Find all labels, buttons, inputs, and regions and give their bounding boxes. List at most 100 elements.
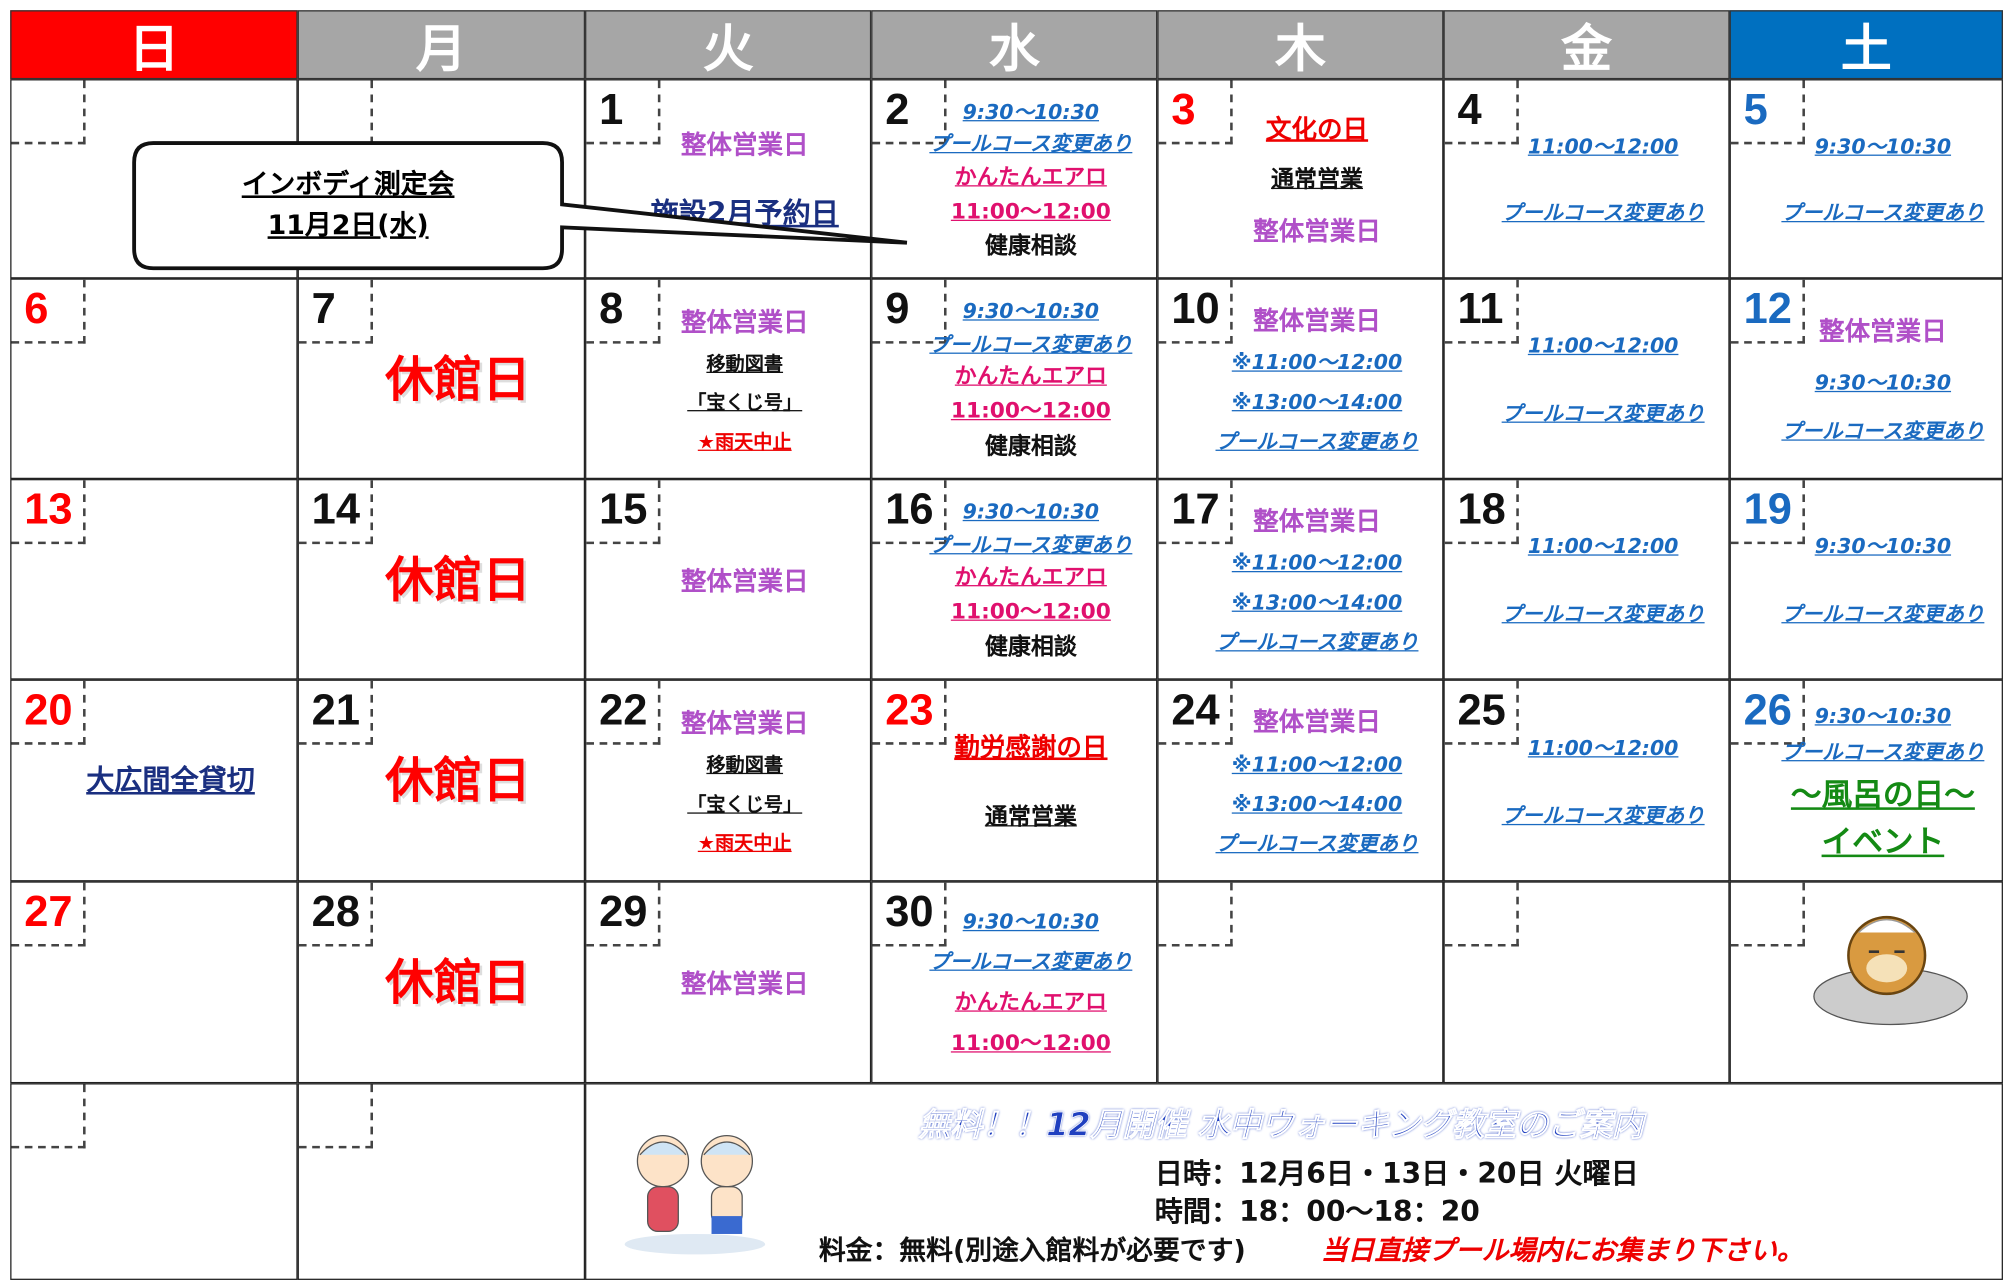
date-corner: [872, 882, 947, 947]
tanuki-illustration: [1813, 915, 1968, 1026]
event-list: 休館日: [337, 290, 578, 470]
day-cell: 24 整体営業日 ※11:00～12:00 ※13:00～14:00 プールコース変更あ…: [1157, 679, 1444, 882]
day-cell: 30 9:30～10:30 プールコース変更あり かんたんエアロ 11:00～12:00: [871, 881, 1158, 1084]
date-corner: [1730, 80, 1805, 145]
event: 11:00～12:00: [950, 1031, 1111, 1057]
day-cell: 21 休館日: [297, 679, 586, 882]
notice-time: 時間：18：00～18：20: [1154, 1196, 1480, 1229]
day-header: 日: [10, 10, 298, 80]
event: ※11:00～12:00: [1231, 752, 1403, 777]
date-number: 22: [599, 685, 648, 735]
event: 9:30～10:30: [962, 499, 1100, 524]
event: 「宝くじ号」: [687, 792, 803, 816]
event: 9:30～10:30: [1814, 134, 1952, 159]
day-cell: 29 整体営業日: [585, 881, 872, 1084]
date-corner: [1730, 480, 1805, 545]
event: プールコース変更あり: [1501, 803, 1705, 828]
event: 健康相談: [984, 433, 1077, 460]
date-corner: [1158, 279, 1233, 344]
date-number: 21: [311, 685, 361, 735]
event: 通常営業: [984, 803, 1077, 831]
event: 文化の日: [1265, 113, 1369, 145]
notice-title: 無料！！12月開催 水中ウォーキング教室のご案内: [918, 1106, 1644, 1144]
notice-fee: 料金：無料(別途入館料が必要です): [818, 1235, 1246, 1266]
callout-shape: [132, 141, 908, 271]
event: 整体営業日: [1253, 706, 1381, 738]
date-number: 28: [311, 887, 361, 937]
date-number: 12: [1743, 284, 1792, 334]
date-corner: [11, 680, 86, 745]
event-list: 整体営業日 移動図書 「宝くじ号」 ★雨天中止: [625, 290, 865, 470]
day-cell: 27: [10, 881, 298, 1084]
event: 9:30～10:30: [1814, 703, 1952, 728]
event: ～風呂の日～: [1790, 776, 1975, 812]
event: かんたんエアロ: [954, 164, 1107, 191]
date-corner: [872, 279, 947, 344]
date-corner: [1444, 480, 1519, 545]
day-cell: [1443, 881, 1730, 1084]
event-list: 11:00～12:00 プールコース変更あり: [1483, 691, 1723, 872]
day-cell: 7 休館日: [297, 278, 586, 480]
date-corner: [1730, 882, 1805, 947]
event: プールコース変更あり: [1215, 831, 1419, 856]
date-corner: [586, 80, 661, 145]
event-list: 整体営業日 ※11:00～12:00 ※13:00～14:00 プールコース変更あり: [1197, 290, 1437, 470]
event: 11:00～12:00: [950, 599, 1111, 625]
date-number: 16: [885, 485, 934, 534]
day-cell: 20 大広間全貸切: [10, 679, 298, 882]
event: プールコース変更あり: [929, 532, 1133, 557]
day-cell: 18 11:00～12:00 プールコース変更あり: [1443, 479, 1730, 680]
event: 休館日: [385, 551, 531, 608]
date-corner: [1158, 480, 1233, 545]
event-list: 整体営業日 ※11:00～12:00 ※13:00～14:00 プールコース変更あり: [1197, 691, 1437, 872]
event: 健康相談: [984, 633, 1077, 661]
event: プールコース変更あり: [1781, 201, 1985, 226]
event: 整体営業日: [1253, 506, 1381, 537]
event: イベント: [1821, 823, 1945, 860]
event-list: 9:30～10:30 プールコース変更あり かんたんエアロ 11:00～12:00 健康…: [911, 91, 1151, 270]
event: プールコース変更あり: [1781, 739, 1985, 765]
date-number: 14: [311, 485, 361, 534]
day-cell: 17 整体営業日 ※11:00～12:00 ※13:00～14:00 プールコース変更あ…: [1157, 479, 1444, 680]
day-cell: 26 9:30～10:30 プールコース変更あり ～風呂の日～ イベント: [1729, 679, 2003, 882]
event: ※13:00～14:00: [1231, 389, 1403, 415]
event-list: 整体営業日 移動図書 「宝くじ号」 ★雨天中止: [625, 691, 865, 872]
date-corner: [586, 882, 661, 947]
event: 整体営業日: [680, 968, 809, 999]
event: 11:00～12:00: [1527, 134, 1679, 159]
day-cell: 16 9:30～10:30 プールコース変更あり かんたんエアロ 11:00～12:00…: [871, 479, 1158, 680]
event: 11:00～12:00: [1527, 333, 1679, 359]
event: 9:30～10:30: [962, 909, 1100, 934]
date-number: 8: [599, 284, 624, 334]
event-list: 整体営業日: [625, 491, 865, 671]
event-list: 文化の日 通常営業 整体営業日: [1197, 91, 1437, 270]
event: 大広間全貸切: [86, 765, 255, 797]
event-list: [50, 491, 291, 671]
event: プールコース変更あり: [929, 331, 1133, 357]
empty-cell: [297, 1083, 586, 1280]
day-cell: 23 勤労感謝の日 通常営業: [871, 679, 1158, 882]
date-corner: [1730, 680, 1805, 745]
date-corner: [298, 480, 374, 545]
date-number: 24: [1171, 685, 1220, 735]
date-corner: [298, 1084, 374, 1149]
day-cell: 6: [10, 278, 298, 480]
event: 「宝くじ号」: [687, 391, 803, 415]
event: 整体営業日: [1253, 305, 1381, 337]
event: 11:00～12:00: [1527, 735, 1679, 760]
event-list: 9:30～10:30 プールコース変更あり かんたんエアロ 11:00～12:00 健康…: [911, 491, 1151, 671]
day-header: 土: [1729, 10, 2003, 80]
event-list: 休館日: [337, 893, 578, 1074]
event-list: 11:00～12:00 プールコース変更あり: [1483, 290, 1723, 470]
event: 休館日: [385, 954, 531, 1011]
date-corner: [11, 1084, 86, 1149]
day-cell: 14 休館日: [297, 479, 586, 680]
event: 9:30～10:30: [962, 299, 1100, 324]
date-corner: [11, 279, 86, 344]
kids-illustration: [624, 1134, 766, 1255]
date-corner: [1158, 680, 1233, 745]
event: プールコース変更あり: [929, 132, 1133, 157]
date-number: 25: [1457, 685, 1506, 735]
date-corner: [1444, 80, 1519, 145]
date-corner: [1444, 680, 1519, 745]
